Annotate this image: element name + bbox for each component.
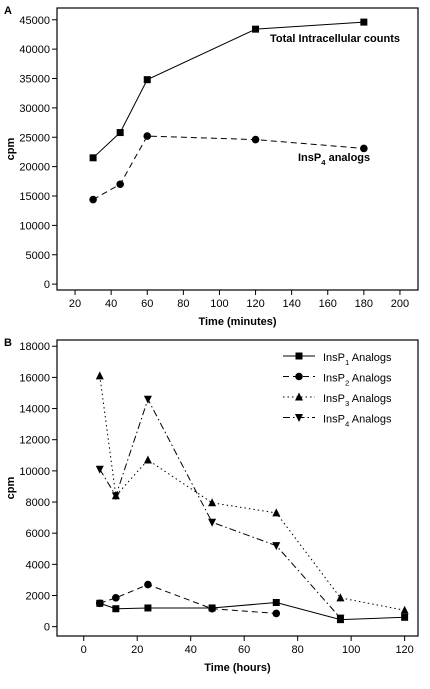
marker <box>112 594 120 602</box>
x-axis-title: Time (minutes) <box>198 316 276 328</box>
x-tick-label: 100 <box>210 298 228 310</box>
legend-marker <box>295 372 303 381</box>
marker <box>95 371 104 380</box>
legend-marker <box>295 414 303 422</box>
x-tick-label: 20 <box>69 298 81 310</box>
marker <box>143 76 151 84</box>
marker <box>251 135 260 144</box>
y-tick-label: 6000 <box>26 528 50 540</box>
panel-label: B <box>4 337 12 349</box>
marker <box>95 465 104 474</box>
marker <box>400 605 409 614</box>
y-tick-label: 12000 <box>19 435 50 447</box>
x-tick-label: 60 <box>141 298 153 310</box>
marker <box>208 604 216 613</box>
x-tick-label: 80 <box>177 298 189 310</box>
x-tick-label: 40 <box>105 298 117 310</box>
y-tick-label: 10000 <box>19 466 50 478</box>
series-line <box>99 397 341 619</box>
y-tick-label: 25000 <box>19 132 50 144</box>
marker <box>143 132 152 140</box>
plot-frame <box>56 7 419 291</box>
x-axis-title: Time (hours) <box>204 662 271 674</box>
y-tick-label: 45000 <box>19 15 50 27</box>
series-line <box>92 135 364 200</box>
y-tick-label: 10000 <box>19 220 50 232</box>
marker <box>116 180 124 189</box>
x-tick-label: 40 <box>185 644 197 656</box>
legend-label: InsP2 Analogs <box>323 373 392 388</box>
marker <box>208 498 217 507</box>
y-tick-label: 40000 <box>19 44 50 56</box>
panel-label: A <box>4 5 12 17</box>
marker <box>111 492 120 501</box>
marker <box>143 455 152 464</box>
marker <box>272 609 281 618</box>
y-tick-label: 35000 <box>19 74 50 86</box>
legend-label: InsP1 Analogs <box>323 352 392 367</box>
legend-marker <box>295 352 303 360</box>
marker <box>272 508 281 517</box>
legend-marker <box>295 392 303 401</box>
x-tick-label: 120 <box>395 644 413 656</box>
x-tick-label: 140 <box>282 298 300 310</box>
y-tick-label: 2000 <box>26 590 50 602</box>
x-tick-label: 180 <box>355 298 373 310</box>
marker <box>89 195 97 204</box>
y-tick-label: 16000 <box>19 372 50 384</box>
marker <box>336 614 345 623</box>
x-tick-label: 120 <box>246 298 264 310</box>
marker <box>116 129 124 137</box>
series-line <box>99 584 277 614</box>
x-tick-label: 160 <box>319 298 337 310</box>
marker <box>95 599 104 608</box>
plot-frame <box>56 339 419 637</box>
x-tick-label: 100 <box>342 644 360 656</box>
marker <box>144 580 152 589</box>
x-tick-label: 20 <box>131 644 143 656</box>
marker <box>252 25 260 33</box>
y-axis-title: cpm <box>5 476 17 499</box>
y-axis-title: cpm <box>5 137 17 160</box>
marker <box>336 593 345 602</box>
y-tick-label: 0 <box>44 279 50 291</box>
marker <box>272 542 281 551</box>
y-tick-label: 8000 <box>26 497 50 509</box>
x-tick-label: 80 <box>292 644 304 656</box>
x-tick-label: 0 <box>81 644 87 656</box>
legend-label: InsP4 Analogs <box>323 414 392 429</box>
marker <box>143 395 152 404</box>
marker <box>208 518 217 527</box>
x-tick-label: 60 <box>238 644 250 656</box>
series-label: Total Intracellular counts <box>270 33 400 45</box>
series-label: InsP4 analogs <box>298 152 370 167</box>
marker <box>89 154 97 162</box>
x-tick-label: 200 <box>391 298 409 310</box>
y-tick-label: 18000 <box>19 341 50 353</box>
marker <box>401 613 409 621</box>
y-tick-label: 0 <box>44 622 50 634</box>
series-line <box>99 375 405 611</box>
y-tick-label: 5000 <box>26 250 50 262</box>
y-tick-label: 20000 <box>19 162 50 174</box>
y-tick-label: 14000 <box>19 404 50 416</box>
marker <box>112 605 120 613</box>
marker <box>360 144 368 153</box>
y-tick-label: 4000 <box>26 559 50 571</box>
y-tick-label: 30000 <box>19 103 50 115</box>
marker <box>360 18 368 26</box>
marker <box>144 604 152 612</box>
marker <box>272 599 280 607</box>
legend-label: InsP3 Analogs <box>323 393 392 408</box>
y-tick-label: 15000 <box>19 191 50 203</box>
